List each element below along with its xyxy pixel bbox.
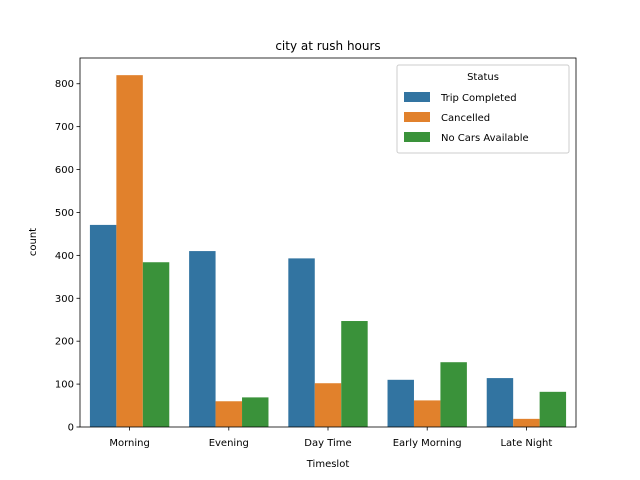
y-tick-label: 700 (55, 122, 74, 133)
y-tick-label: 0 (68, 423, 74, 434)
legend-label-trip-completed: Trip Completed (440, 93, 517, 104)
legend-label-no-cars-available: No Cars Available (441, 133, 529, 144)
x-tick-label: Late Night (500, 438, 552, 449)
y-tick-label: 400 (55, 251, 74, 262)
legend-frame (396, 64, 570, 154)
y-tick-label: 500 (55, 208, 74, 219)
y-axis-label: count (28, 228, 39, 256)
y-tick-label: 600 (55, 165, 74, 176)
y-tick-label: 300 (55, 294, 74, 305)
legend-swatch-trip-completed (404, 92, 430, 102)
bar-cancelled-late-night (513, 418, 540, 427)
bar-no-cars-available-late-night (539, 391, 567, 427)
y-tick-label: 200 (55, 337, 74, 348)
legend: Status Trip Completed Cancelled No Cars Av… (396, 64, 570, 154)
y-tick-label: 100 (55, 380, 74, 391)
x-axis-label: Timeslot (306, 459, 350, 470)
bar-trip-completed-early-morning (387, 379, 414, 427)
bar-cancelled-evening (215, 401, 243, 427)
legend-title: Status (467, 72, 499, 83)
x-tick-label: Day Time (304, 438, 351, 449)
x-tick-label: Morning (109, 438, 149, 449)
chart-title: city at rush hours (275, 39, 380, 53)
bar-no-cars-available-evening (242, 397, 269, 427)
legend-swatch-no-cars-available (404, 132, 430, 142)
y-tick-label: 800 (55, 79, 74, 90)
bar-trip-completed-evening (189, 251, 216, 427)
legend-swatch-cancelled (404, 112, 430, 122)
bar-cancelled-early-morning (413, 400, 441, 427)
bar-trip-completed-morning (89, 224, 117, 427)
x-tick-label: Evening (209, 438, 249, 449)
x-tick-label: Early Morning (393, 438, 462, 449)
bar-no-cars-available-early-morning (440, 362, 467, 427)
bars-group (89, 75, 567, 427)
axes-group: 0 100 200 300 400 500 600 700 800 Morning Evening D… (55, 57, 577, 449)
bar-cancelled-morning (116, 75, 143, 427)
bar-no-cars-available-morning (142, 262, 170, 427)
bar-cancelled-day-time (314, 383, 342, 427)
bar-trip-completed-late-night (486, 378, 514, 427)
bar-trip-completed-day-time (288, 258, 315, 427)
legend-label-cancelled: Cancelled (441, 113, 490, 124)
bar-no-cars-available-day-time (341, 321, 368, 427)
